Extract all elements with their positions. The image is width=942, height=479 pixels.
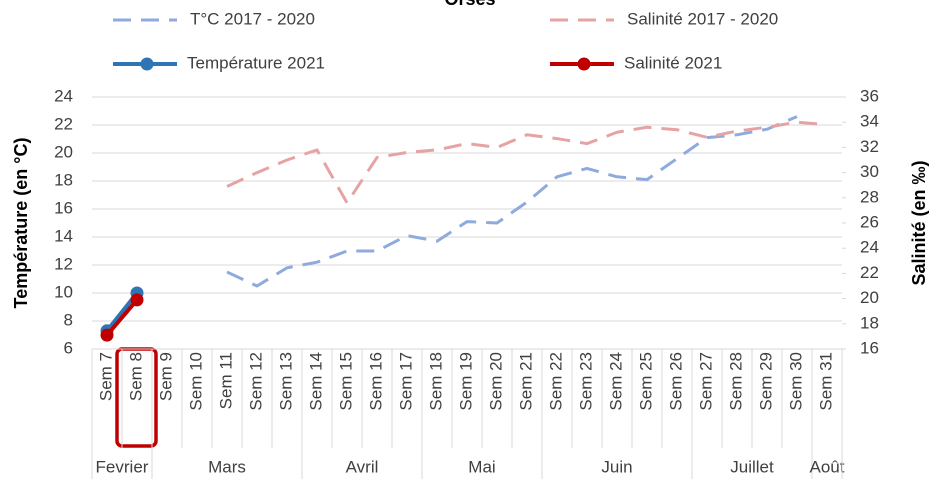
legend-label: Salinité 2017 - 2020	[627, 9, 778, 28]
series-line	[105, 298, 139, 337]
x-tick-label: Sem 31	[816, 352, 835, 411]
x-tick-label: Sem 25	[636, 352, 655, 411]
group-label: Fevrier	[96, 457, 149, 476]
x-tick-label: Sem 23	[576, 352, 595, 411]
y-axis-title: Température (en °C)	[11, 138, 31, 309]
x-tick-label: Sem 20	[486, 352, 505, 411]
group-label: Mai	[468, 457, 495, 476]
legend-label: T°C 2017 - 2020	[190, 9, 315, 28]
group-label: Juin	[601, 457, 632, 476]
y2-tick-label: 28	[860, 187, 879, 206]
x-tick-label: Sem 8	[126, 352, 145, 401]
y2-axis-title: Salinité (en ‰)	[909, 160, 929, 285]
x-tick-label: Sem 14	[306, 352, 325, 411]
x-tick-label: Sem 17	[396, 352, 415, 411]
legend-label: Température 2021	[187, 53, 325, 72]
legend-marker	[140, 57, 154, 71]
x-tick-label: Sem 22	[546, 352, 565, 411]
y-tick-label: 10	[54, 282, 73, 301]
y-tick-label: 6	[64, 338, 73, 357]
y2-tick-label: 36	[860, 86, 879, 105]
y2-tick-label: 32	[860, 137, 879, 156]
series-line	[226, 115, 798, 288]
y-tick-label: 14	[54, 226, 73, 245]
x-tick-label: Sem 7	[96, 352, 115, 401]
x-tick-label: Sem 26	[666, 352, 685, 411]
y-tick-label: 24	[54, 86, 73, 105]
y-tick-label: 12	[54, 254, 73, 273]
x-tick-label: Sem 21	[516, 352, 535, 411]
group-label: Juillet	[730, 457, 774, 476]
y2-tick-label: 16	[860, 338, 879, 357]
marker	[130, 293, 144, 307]
y2-tick-label: 22	[860, 263, 879, 282]
chart-title: Orses	[444, 0, 495, 9]
x-tick-label: Sem 24	[606, 352, 625, 411]
y-tick-label: 18	[54, 170, 73, 189]
legend-marker	[577, 57, 591, 71]
y-tick-label: 16	[54, 198, 73, 217]
marker	[100, 328, 114, 342]
x-tick-label: Sem 13	[276, 352, 295, 411]
y2-tick-label: 30	[860, 162, 879, 181]
group-label: Avril	[346, 457, 379, 476]
series-line	[226, 120, 828, 205]
y2-tick-label: 18	[860, 313, 879, 332]
y2-tick-label: 20	[860, 288, 879, 307]
legend-label: Salinité 2021	[624, 53, 722, 72]
x-tick-label: Sem 12	[246, 352, 265, 411]
y-tick-label: 20	[54, 142, 73, 161]
group-label: Août	[810, 457, 845, 476]
x-tick-label: Sem 9	[156, 352, 175, 401]
x-tick-label: Sem 15	[336, 352, 355, 411]
x-tick-label: Sem 19	[456, 352, 475, 411]
x-tick-label: Sem 10	[186, 352, 205, 411]
x-tick-label: Sem 11	[216, 352, 235, 409]
y-tick-label: 8	[64, 310, 73, 329]
x-tick-label: Sem 27	[696, 352, 715, 411]
y2-tick-label: 24	[860, 238, 879, 257]
x-tick-label: Sem 29	[756, 352, 775, 411]
x-tick-label: Sem 30	[786, 352, 805, 411]
y2-tick-label: 26	[860, 212, 879, 231]
x-tick-label: Sem 18	[426, 352, 445, 411]
y2-tick-label: 34	[860, 112, 879, 131]
y-tick-label: 22	[54, 114, 73, 133]
group-label: Mars	[208, 457, 246, 476]
x-tick-label: Sem 16	[366, 352, 385, 411]
x-tick-label: Sem 28	[726, 352, 745, 411]
